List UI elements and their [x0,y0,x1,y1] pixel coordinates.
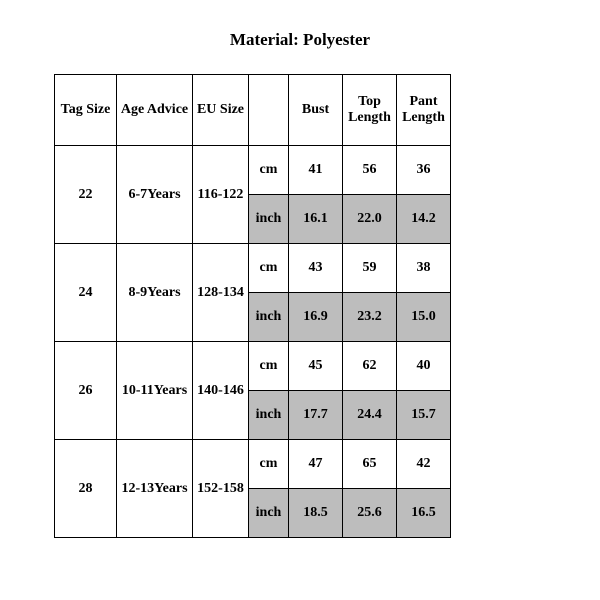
table-row: 28 12-13Years 152-158 cm 47 65 42 [55,440,451,489]
cell-pant-inch: 15.0 [397,293,451,342]
cell-bust-cm: 45 [289,342,343,391]
cell-bust-inch: 16.1 [289,195,343,244]
col-tag-size: Tag Size [55,75,117,146]
cell-top-inch: 25.6 [343,489,397,538]
cell-age-advice: 12-13Years [117,440,193,538]
cell-age-advice: 6-7Years [117,146,193,244]
cell-bust-inch: 16.9 [289,293,343,342]
table-row: 24 8-9Years 128-134 cm 43 59 38 [55,244,451,293]
cell-unit-cm: cm [249,342,289,391]
cell-unit-inch: inch [249,293,289,342]
cell-tag-size: 24 [55,244,117,342]
cell-top-inch: 22.0 [343,195,397,244]
table-row: 26 10-11Years 140-146 cm 45 62 40 [55,342,451,391]
cell-top-inch: 23.2 [343,293,397,342]
cell-bust-inch: 17.7 [289,391,343,440]
col-bust: Bust [289,75,343,146]
cell-pant-cm: 38 [397,244,451,293]
page: Material: Polyester Tag Size Age Advice … [0,0,600,600]
cell-top-cm: 65 [343,440,397,489]
cell-bust-cm: 47 [289,440,343,489]
cell-top-cm: 59 [343,244,397,293]
col-top-length: Top Length [343,75,397,146]
cell-age-advice: 8-9Years [117,244,193,342]
cell-unit-inch: inch [249,195,289,244]
cell-top-cm: 56 [343,146,397,195]
col-pant-length: Pant Length [397,75,451,146]
cell-unit-cm: cm [249,146,289,195]
cell-bust-cm: 41 [289,146,343,195]
cell-eu-size: 116-122 [193,146,249,244]
cell-pant-inch: 16.5 [397,489,451,538]
cell-tag-size: 26 [55,342,117,440]
col-eu-size: EU Size [193,75,249,146]
cell-pant-cm: 36 [397,146,451,195]
cell-unit-inch: inch [249,391,289,440]
col-unit [249,75,289,146]
cell-top-inch: 24.4 [343,391,397,440]
cell-top-cm: 62 [343,342,397,391]
page-title: Material: Polyester [0,0,600,74]
cell-bust-cm: 43 [289,244,343,293]
cell-pant-cm: 42 [397,440,451,489]
cell-eu-size: 140-146 [193,342,249,440]
col-age-advice: Age Advice [117,75,193,146]
cell-pant-inch: 15.7 [397,391,451,440]
cell-eu-size: 152-158 [193,440,249,538]
cell-eu-size: 128-134 [193,244,249,342]
cell-pant-cm: 40 [397,342,451,391]
cell-bust-inch: 18.5 [289,489,343,538]
cell-unit-cm: cm [249,440,289,489]
cell-unit-inch: inch [249,489,289,538]
table-header-row: Tag Size Age Advice EU Size Bust Top Len… [55,75,451,146]
table-row: 22 6-7Years 116-122 cm 41 56 36 [55,146,451,195]
cell-tag-size: 22 [55,146,117,244]
cell-tag-size: 28 [55,440,117,538]
cell-age-advice: 10-11Years [117,342,193,440]
size-chart-table: Tag Size Age Advice EU Size Bust Top Len… [54,74,451,538]
cell-pant-inch: 14.2 [397,195,451,244]
cell-unit-cm: cm [249,244,289,293]
